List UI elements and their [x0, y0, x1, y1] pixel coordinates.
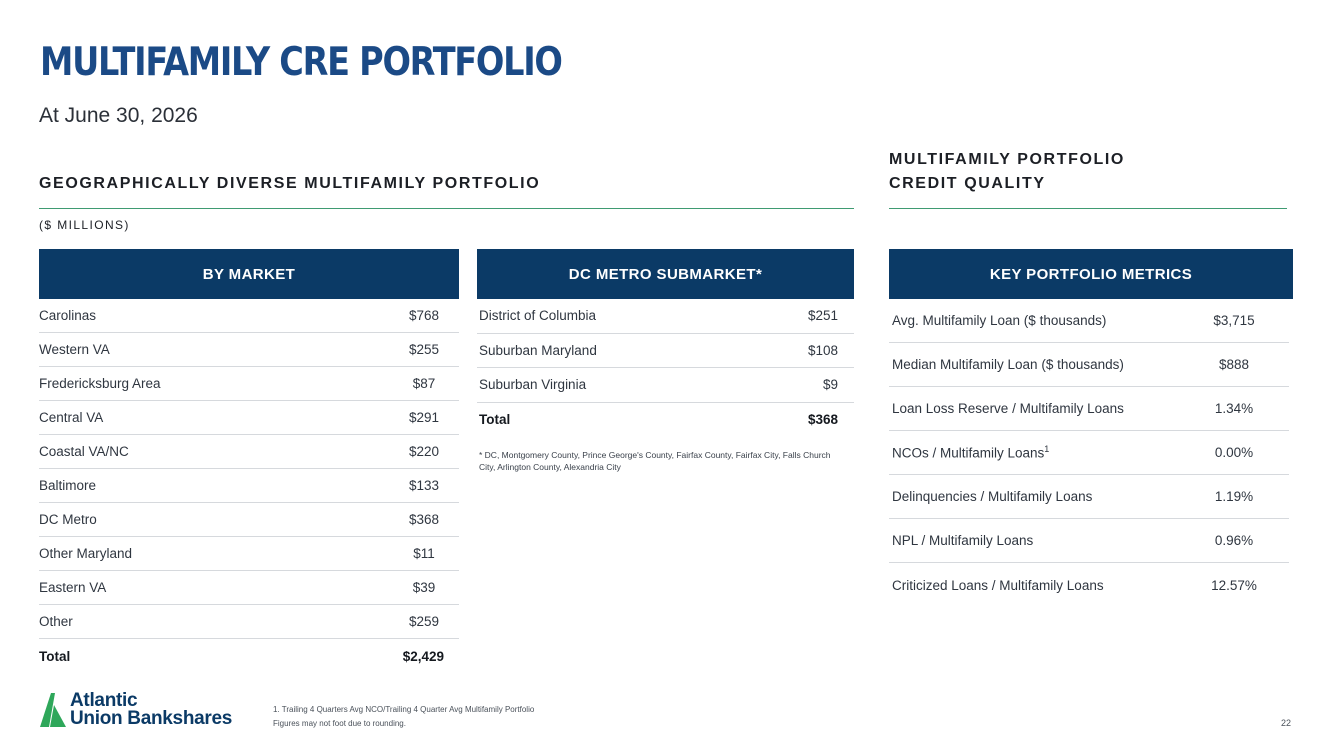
row-value: $108: [807, 342, 838, 358]
table-row: Carolinas $768: [39, 299, 459, 333]
row-label: Fredericksburg Area: [39, 376, 161, 391]
row-label: Suburban Maryland: [479, 342, 597, 358]
row-label: Loan Loss Reserve / Multifamily Loans: [892, 401, 1124, 416]
page-title: MULTIFAMILY CRE PORTFOLIO: [40, 40, 563, 85]
table-row: Fredericksburg Area $87: [39, 367, 459, 401]
row-label: Median Multifamily Loan ($ thousands): [892, 357, 1124, 372]
row-value: $39: [412, 580, 436, 595]
key-metrics-rows: Avg. Multifamily Loan ($ thousands) $3,71…: [889, 299, 1293, 607]
row-label: Eastern VA: [39, 580, 107, 595]
row-label: Central VA: [39, 410, 104, 425]
footnote-marker: 1: [1044, 444, 1050, 455]
table-row: Eastern VA $39: [39, 571, 459, 605]
row-label: Avg. Multifamily Loan ($ thousands): [892, 313, 1107, 328]
row-label: Coastal VA/NC: [39, 444, 129, 459]
page-subtitle: At June 30, 2026: [39, 104, 198, 127]
row-value: $259: [408, 614, 440, 629]
table-row: Baltimore $133: [39, 469, 459, 503]
row-label: Other: [39, 614, 73, 629]
row-value: $768: [408, 308, 440, 323]
row-value: $87: [412, 376, 436, 391]
row-label: Suburban Virginia: [479, 377, 587, 393]
company-logo: Atlantic Union Bankshares: [40, 690, 233, 729]
table-row: Coastal VA/NC $220: [39, 435, 459, 469]
table-row: NCOs / Multifamily Loans1 0.00%: [889, 431, 1289, 475]
row-value: $11: [413, 546, 435, 561]
row-label: DC Metro: [39, 512, 97, 527]
row-label: Delinquencies / Multifamily Loans: [892, 489, 1093, 504]
row-value: $251: [807, 308, 838, 324]
logo-wordmark: Atlantic Union Bankshares: [70, 690, 233, 729]
footnotes: 1. Trailing 4 Quarters Avg NCO/Trailing …: [273, 703, 534, 731]
logo-line2: Union Bankshares: [70, 708, 233, 729]
units-label: ($ MILLIONS): [39, 218, 130, 232]
row-value: 12.57%: [1211, 577, 1257, 593]
total-label: Total: [479, 412, 511, 428]
row-value: $291: [408, 410, 440, 425]
row-label: Other Maryland: [39, 546, 133, 561]
key-metrics-header: KEY PORTFOLIO METRICS: [889, 249, 1293, 299]
table-row: Central VA $291: [39, 401, 459, 435]
total-label: Total: [39, 648, 71, 664]
row-label: NCOs / Multifamily Loans1: [892, 444, 1049, 461]
credit-quality-heading-line1: MULTIFAMILY PORTFOLIO: [889, 151, 1125, 168]
row-value: $220: [408, 444, 440, 459]
by-market-rows: Carolinas $768 Western VA $255 Fredericksb…: [39, 299, 459, 673]
page-number: 22: [1281, 718, 1292, 728]
right-section-divider: [889, 208, 1287, 209]
row-value: $255: [408, 342, 440, 357]
table-row: Other Maryland $11: [39, 537, 459, 571]
atlantic-union-mountain-logo-icon: [40, 693, 66, 727]
left-section-divider: [39, 208, 854, 209]
row-value: $368: [408, 512, 440, 527]
total-value: $368: [807, 412, 838, 428]
row-label: Baltimore: [39, 478, 97, 493]
row-value: $133: [408, 478, 440, 493]
dc-submarket-table: DC METRO SUBMARKET* District of Columbia…: [477, 249, 854, 473]
table-row: Suburban Virginia $9: [477, 368, 854, 403]
footnote-2: Figures may not foot due to rounding.: [273, 719, 406, 728]
row-value: 1.19%: [1214, 489, 1254, 504]
table-row: Other $259: [39, 605, 459, 639]
by-market-header: BY MARKET: [39, 249, 459, 299]
row-label: NPL / Multifamily Loans: [892, 533, 1034, 548]
table-row: Median Multifamily Loan ($ thousands) $88…: [889, 343, 1289, 387]
dc-submarket-note: * DC, Montgomery County, Prince George's…: [479, 450, 831, 472]
total-row: Total $368: [477, 403, 854, 438]
key-metrics-table: KEY PORTFOLIO METRICS Avg. Multifamily L…: [889, 249, 1293, 607]
table-row: Criticized Loans / Multifamily Loans 12.5…: [889, 563, 1289, 607]
table-row: Suburban Maryland $108: [477, 334, 854, 368]
geographic-section-heading: GEOGRAPHICALLY DIVERSE MULTIFAMILY PORTF…: [39, 175, 541, 192]
footnote-1: 1. Trailing 4 Quarters Avg NCO/Trailing …: [273, 705, 535, 714]
dc-submarket-header: DC METRO SUBMARKET*: [477, 249, 854, 299]
row-label: District of Columbia: [479, 308, 597, 324]
row-value: $888: [1218, 357, 1250, 372]
row-label-text: NCOs / Multifamily Loans: [892, 445, 1045, 461]
total-row: Total $2,429: [39, 639, 459, 673]
credit-quality-heading-line2: CREDIT QUALITY: [889, 175, 1046, 192]
row-value: $3,715: [1213, 313, 1255, 328]
logo-line1: Atlantic: [70, 690, 138, 711]
credit-quality-section-heading: MULTIFAMILY PORTFOLIO CREDIT QUALITY: [889, 148, 1125, 196]
row-value: $9: [822, 377, 838, 393]
row-label: Criticized Loans / Multifamily Loans: [892, 577, 1104, 593]
table-row: Western VA $255: [39, 333, 459, 367]
row-value: 0.00%: [1214, 445, 1254, 460]
row-label: Carolinas: [39, 308, 97, 323]
table-row: NPL / Multifamily Loans 0.96%: [889, 519, 1289, 563]
table-row: Delinquencies / Multifamily Loans 1.19%: [889, 475, 1289, 519]
dc-submarket-rows: District of Columbia $251 Suburban Maryla…: [477, 299, 854, 437]
table-row: District of Columbia $251: [477, 299, 854, 334]
table-row: Avg. Multifamily Loan ($ thousands) $3,71…: [889, 299, 1289, 343]
table-row: Loan Loss Reserve / Multifamily Loans 1.3…: [889, 387, 1289, 431]
by-market-table: BY MARKET Carolinas $768 Western VA $255 F…: [39, 249, 459, 673]
row-value: 1.34%: [1214, 401, 1254, 416]
row-label: Western VA: [39, 342, 110, 357]
total-value: $2,429: [402, 648, 444, 664]
table-row: DC Metro $368: [39, 503, 459, 537]
row-value: 0.96%: [1214, 533, 1254, 548]
